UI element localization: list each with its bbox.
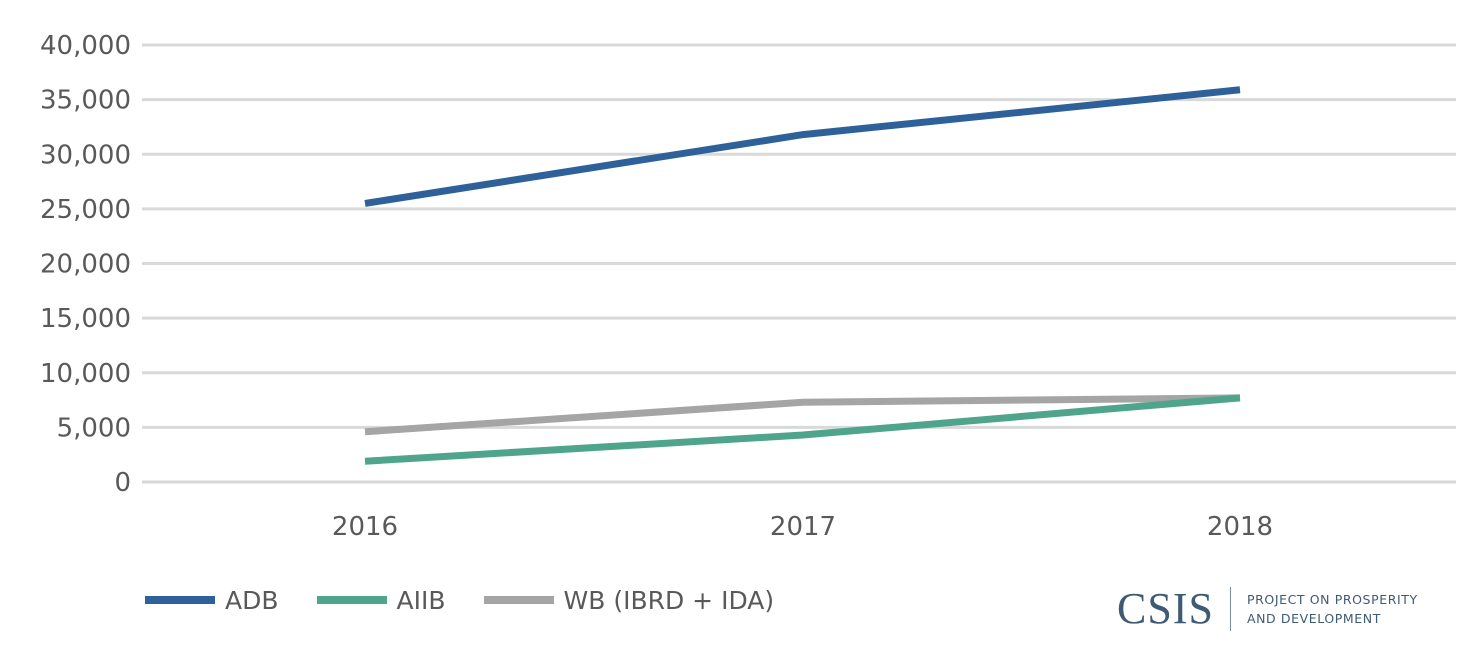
y-tick-label: 15,000 bbox=[40, 304, 131, 334]
y-tick-label: 40,000 bbox=[40, 31, 131, 61]
csis-logo: CSIS PROJECT ON PROSPERITY AND DEVELOPME… bbox=[1117, 585, 1418, 633]
x-axis-tick-labels: 2016 2017 2018 bbox=[332, 512, 1273, 542]
legend-swatch-adb bbox=[145, 596, 215, 604]
legend-label-aiib: AIIB bbox=[396, 585, 446, 615]
series-line-wb-ibrd-ida bbox=[364, 394, 1241, 436]
y-tick-label: 10,000 bbox=[40, 359, 131, 389]
legend-item-aiib: AIIB bbox=[316, 585, 446, 615]
logo-tagline: PROJECT ON PROSPERITY AND DEVELOPMENT bbox=[1247, 590, 1418, 628]
x-tick-label: 2017 bbox=[770, 512, 836, 542]
y-tick-label: 30,000 bbox=[40, 140, 131, 170]
series-line-aiib bbox=[364, 394, 1241, 465]
x-tick-label: 2018 bbox=[1207, 512, 1273, 542]
chart-legend: ADB AIIB WB (IBRD + IDA) bbox=[145, 580, 812, 620]
legend-label-adb: ADB bbox=[225, 585, 279, 615]
y-tick-label: 35,000 bbox=[40, 86, 131, 116]
y-tick-label: 5,000 bbox=[57, 413, 131, 443]
series-line-adb bbox=[364, 86, 1241, 207]
legend-swatch-aiib bbox=[316, 596, 387, 604]
x-tick-label: 2016 bbox=[332, 512, 398, 542]
logo-divider bbox=[1229, 587, 1231, 631]
legend-item-wb: WB (IBRD + IDA) bbox=[483, 585, 775, 615]
y-tick-label: 20,000 bbox=[40, 250, 131, 280]
y-axis-tick-labels: 0 5,000 10,000 15,000 20,000 25,000 30,000 35,0… bbox=[40, 31, 131, 498]
logo-wordmark: CSIS bbox=[1117, 584, 1214, 633]
series-lines bbox=[364, 86, 1241, 465]
y-tick-label: 0 bbox=[114, 468, 131, 498]
legend-label-wb: WB (IBRD + IDA) bbox=[563, 585, 775, 615]
logo-tagline-line2: AND DEVELOPMENT bbox=[1246, 611, 1381, 626]
logo-tagline-line1: PROJECT ON PROSPERITY bbox=[1246, 592, 1418, 607]
legend-swatch-wb bbox=[483, 596, 554, 604]
legend-item-adb: ADB bbox=[145, 586, 279, 615]
gridlines bbox=[142, 43, 1456, 484]
y-tick-label: 25,000 bbox=[40, 195, 131, 225]
